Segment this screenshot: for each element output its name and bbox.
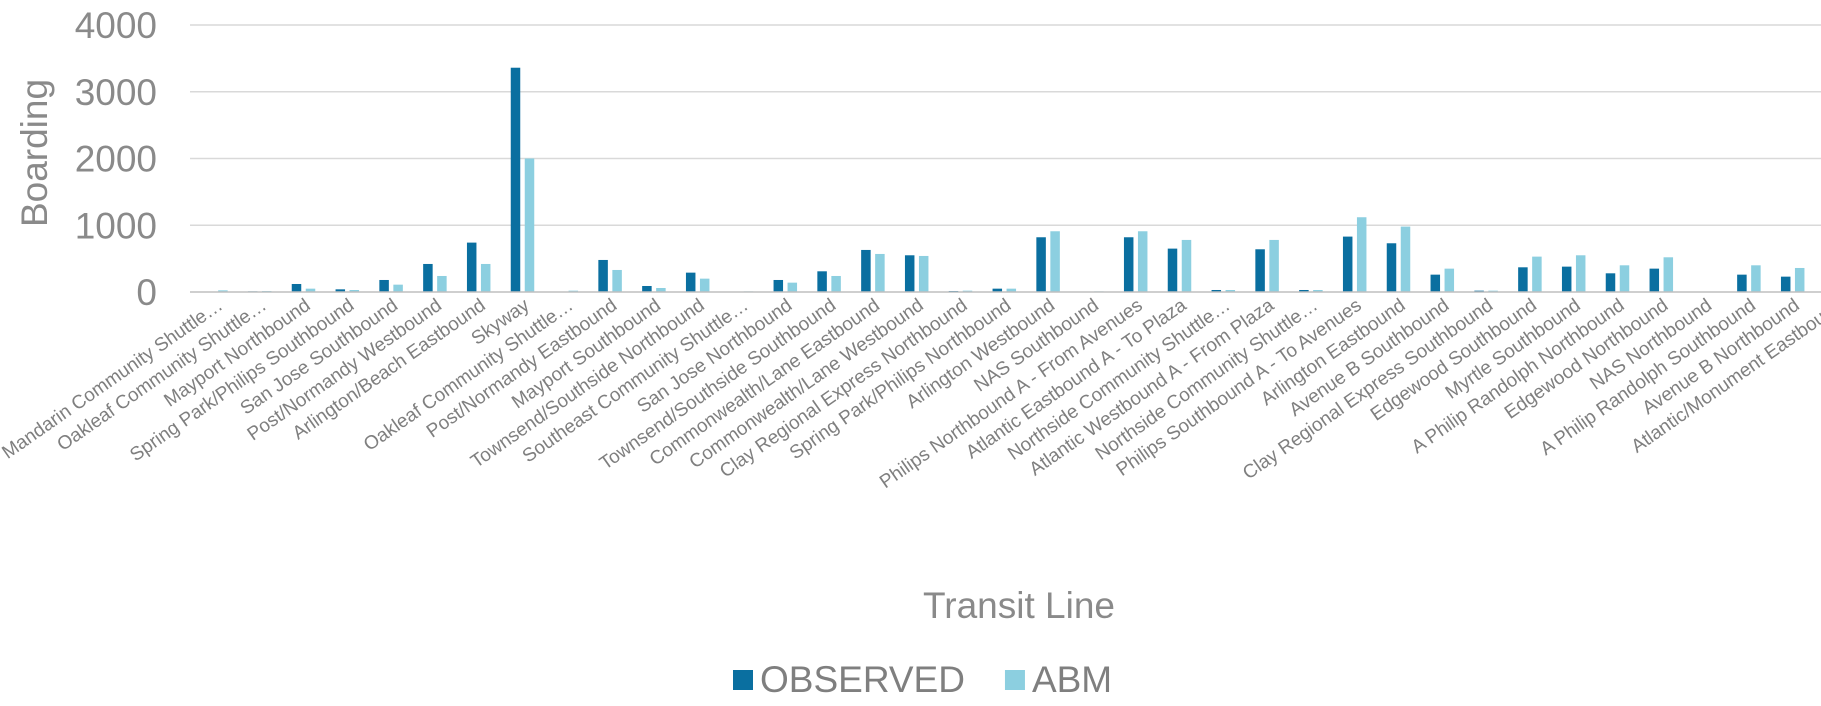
bar-observed: [1167, 248, 1178, 292]
bar-abm: [480, 263, 491, 292]
bar-abm: [1575, 255, 1586, 292]
bar-observed: [1649, 268, 1660, 292]
bar-observed: [1561, 266, 1572, 292]
bar-observed: [817, 271, 827, 292]
bar-abm: [787, 282, 798, 292]
bar-observed: [423, 263, 433, 292]
y-tick-label: 1000: [75, 205, 157, 246]
y-tick-label: 0: [136, 272, 157, 313]
bar-abm: [1532, 256, 1542, 292]
bar-observed: [1255, 249, 1265, 292]
legend-swatch-abm: [1004, 670, 1025, 690]
bar-observed: [598, 259, 608, 292]
bar-observed: [1518, 267, 1528, 292]
bar-observed: [904, 255, 915, 292]
y-axis-title: Boarding: [14, 79, 55, 227]
bar-observed: [1430, 274, 1441, 292]
bar-observed: [1123, 237, 1134, 292]
bar-abm: [1794, 267, 1805, 292]
bar-observed: [1737, 274, 1747, 292]
bar-observed: [1605, 273, 1616, 292]
y-tick-label: 4000: [75, 5, 157, 46]
bar-observed: [685, 272, 696, 292]
bar-abm: [437, 275, 447, 292]
bar-abm: [875, 253, 885, 292]
bar-abm: [918, 255, 929, 292]
bar-abm: [1619, 265, 1630, 292]
legend-swatch-observed: [733, 670, 753, 690]
bar-abm: [1751, 265, 1761, 292]
bar-abm: [1269, 239, 1279, 292]
bar-observed: [291, 283, 302, 292]
y-axis-ticks: 0 1000 2000 3000 4000: [75, 5, 157, 313]
bar-observed: [1386, 243, 1397, 292]
bar-observed: [466, 242, 477, 292]
bar-abm: [1663, 257, 1674, 292]
legend-label-abm: ABM: [1032, 659, 1112, 700]
bar-abm: [1050, 231, 1060, 292]
bar-abm: [393, 284, 403, 292]
bar-abm: [1356, 217, 1367, 292]
x-axis-title: Transit Line: [923, 585, 1115, 626]
bar-observed: [1299, 289, 1309, 292]
bar-abm: [1225, 289, 1236, 292]
bars: [204, 67, 1805, 292]
bar-observed: [1211, 289, 1222, 292]
bar-abm: [1313, 289, 1323, 292]
y-tick-label: 2000: [75, 139, 157, 180]
bar-abm: [1181, 239, 1192, 292]
bar-observed: [1342, 236, 1353, 292]
bar-abm: [831, 275, 841, 292]
bar-observed: [379, 279, 389, 292]
bar-observed: [992, 288, 1003, 292]
bar-abm: [349, 289, 360, 292]
bar-observed: [773, 279, 784, 292]
bar-observed: [861, 249, 871, 292]
bar-abm: [612, 269, 622, 292]
y-tick-label: 3000: [75, 72, 157, 113]
bar-abm: [699, 278, 710, 292]
bar-abm: [305, 288, 316, 292]
bar-observed: [1036, 237, 1046, 292]
bar-observed: [1780, 276, 1791, 292]
bar-abm: [218, 290, 228, 292]
legend-label-observed: OBSERVED: [760, 659, 965, 700]
bar-abm: [1444, 268, 1455, 292]
bar-abm: [1400, 226, 1411, 292]
bar-abm: [656, 287, 666, 292]
gridlines: [190, 24, 1821, 226]
bar-observed: [510, 67, 521, 292]
x-axis-ticks: Mandarin Community Shuttle…Oakleaf Commu…: [0, 295, 1821, 493]
bar-observed: [335, 289, 346, 292]
bar-abm: [524, 158, 535, 292]
legend: OBSERVED ABM: [733, 659, 1112, 700]
bar-observed: [642, 285, 652, 292]
bar-abm: [1006, 288, 1017, 292]
bar-abm: [1137, 231, 1148, 292]
